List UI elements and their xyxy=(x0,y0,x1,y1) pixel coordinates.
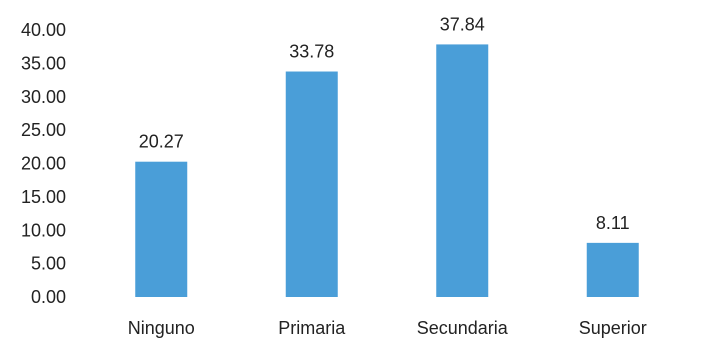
data-label: 20.27 xyxy=(139,132,184,152)
x-category-label: Ninguno xyxy=(128,318,195,338)
y-tick-label: 25.00 xyxy=(21,120,66,140)
x-category-label: Superior xyxy=(579,318,647,338)
y-tick-label: 5.00 xyxy=(31,254,66,274)
y-tick-label: 40.00 xyxy=(21,20,66,40)
x-category-label: Secundaria xyxy=(417,318,509,338)
data-label: 8.11 xyxy=(596,213,630,233)
bar xyxy=(285,71,338,298)
data-label: 37.84 xyxy=(440,14,485,34)
bar xyxy=(586,242,639,297)
y-tick-label: 35.00 xyxy=(21,53,66,73)
y-tick-label: 20.00 xyxy=(21,154,66,174)
data-label: 33.78 xyxy=(289,42,334,62)
y-tick-label: 10.00 xyxy=(21,220,66,240)
bar xyxy=(135,161,188,297)
y-tick-label: 0.00 xyxy=(31,287,66,307)
y-tick-label: 30.00 xyxy=(21,87,66,107)
y-tick-label: 15.00 xyxy=(21,187,66,207)
bar xyxy=(436,44,489,297)
x-category-label: Primaria xyxy=(278,318,346,338)
